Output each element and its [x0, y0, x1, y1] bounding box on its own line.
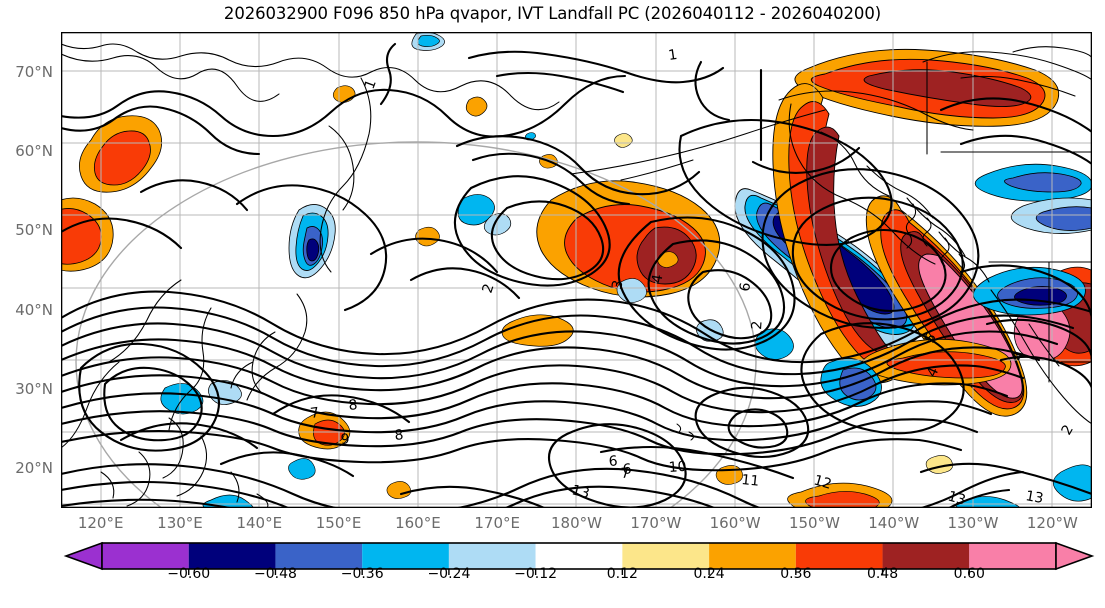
- lat-tick-label: 50°N: [15, 221, 53, 240]
- lon-tick-label: 160°W: [709, 514, 761, 532]
- colorbar-tick-label: −0.24: [427, 566, 471, 582]
- lat-tick-label: 40°N: [15, 300, 53, 319]
- lon-tick-label: 170°W: [630, 514, 682, 532]
- colorbar-band: [882, 543, 970, 569]
- map-gridlines: [61, 32, 1092, 508]
- svg-text:3: 3: [609, 279, 627, 291]
- lon-tick-label: 180°W: [551, 514, 602, 532]
- svg-text:7: 7: [620, 465, 630, 482]
- lon-tick-label: 120°E: [77, 514, 124, 532]
- colorbar-tick-label: 0.48: [866, 566, 899, 582]
- map-plot-area[interactable]: 1 1 2 3 4 2 6 7 8 8 9 6 6 7 4 5 10: [60, 31, 1093, 509]
- svg-text:13: 13: [946, 488, 968, 508]
- colorbar-tick-label: 0.60: [953, 566, 985, 582]
- svg-text:1: 1: [667, 47, 678, 64]
- latitude-axis: 70°N 60°N 50°N 40°N 30°N 20°N: [0, 0, 57, 604]
- svg-text:13: 13: [570, 482, 591, 502]
- colorbar[interactable]: −0.60 −0.48 −0.36 −0.24 −0.12 0.12 0.24 0.36 0.4…: [0, 538, 1105, 604]
- map-frame: [60, 31, 1093, 509]
- contour-value-labels: 1 1 2 3 4 2 6 7 8 8 9 6 6 7 4 5 10: [309, 47, 1077, 508]
- colorbar-band: [188, 543, 276, 569]
- lon-tick-label: 140°E: [236, 514, 283, 532]
- colorbar-band: [275, 543, 363, 569]
- colorbar-band: [709, 543, 796, 569]
- colorbar-band: [535, 543, 623, 569]
- page-title: 2026032900 F096 850 hPa qvapor, IVT Land…: [223, 4, 882, 23]
- lon-tick-label: 120°W: [1026, 514, 1078, 532]
- lat-tick-label: 70°N: [15, 62, 53, 81]
- colorbar-band: [795, 543, 883, 569]
- ivt-contours: [61, 42, 1092, 508]
- lat-tick-label: 20°N: [15, 459, 53, 478]
- lon-tick-label: 130°W: [947, 514, 999, 532]
- colorbar-bands: [63, 541, 1095, 571]
- colorbar-tick-label: −0.36: [340, 566, 384, 582]
- svg-text:7: 7: [309, 405, 320, 422]
- lon-tick-label: 170°E: [474, 514, 520, 532]
- colorbar-tick-label: −0.48: [254, 566, 297, 582]
- svg-text:6: 6: [608, 453, 618, 470]
- colorbar-extend-min: [63, 541, 103, 571]
- lon-tick-label: 140°W: [868, 514, 920, 532]
- longitude-axis: 120°E 130°E 140°E 150°E 160°E 170°E 180°W 170°W…: [0, 514, 1105, 538]
- lat-tick-label: 30°N: [15, 380, 53, 398]
- lat-tick-label: 60°N: [15, 142, 53, 160]
- map-svg: 1 1 2 3 4 2 6 7 8 8 9 6 6 7 4 5 10: [60, 31, 1093, 509]
- svg-text:11: 11: [741, 472, 760, 490]
- svg-text:4: 4: [649, 273, 666, 285]
- lon-tick-label: 150°W: [788, 514, 840, 532]
- colorbar-band: [362, 543, 449, 569]
- colorbar-band: [448, 543, 536, 569]
- svg-text:2: 2: [749, 320, 766, 330]
- colorbar-tick-label: 0.24: [693, 566, 725, 582]
- colorbar-tick-label: 0.36: [780, 566, 812, 582]
- svg-text:9: 9: [340, 431, 350, 448]
- lon-tick-label: 130°E: [157, 514, 203, 532]
- colorbar-tick-label: 0.12: [606, 566, 638, 582]
- colorbar-band: [969, 543, 1056, 569]
- colorbar-tick-label: −0.60: [167, 566, 211, 582]
- colorbar-extend-max: [1055, 541, 1095, 571]
- svg-text:8: 8: [348, 397, 359, 414]
- shaded-correlation-field: [61, 32, 1092, 508]
- colorbar-ticks: [188, 569, 970, 575]
- colorbar-svg: [63, 541, 1095, 575]
- lon-tick-label: 160°E: [395, 514, 441, 532]
- lon-tick-label: 150°E: [315, 514, 362, 532]
- svg-text:10: 10: [668, 459, 687, 476]
- colorbar-band: [102, 543, 189, 569]
- svg-text:12: 12: [812, 472, 834, 492]
- svg-text:6: 6: [737, 281, 754, 292]
- svg-text:13: 13: [1024, 488, 1044, 507]
- colorbar-band: [622, 543, 710, 569]
- domain-ellipse: [75, 141, 757, 508]
- colorbar-tick-label: −0.12: [514, 566, 558, 582]
- svg-text:6: 6: [622, 461, 632, 478]
- svg-text:8: 8: [394, 427, 405, 444]
